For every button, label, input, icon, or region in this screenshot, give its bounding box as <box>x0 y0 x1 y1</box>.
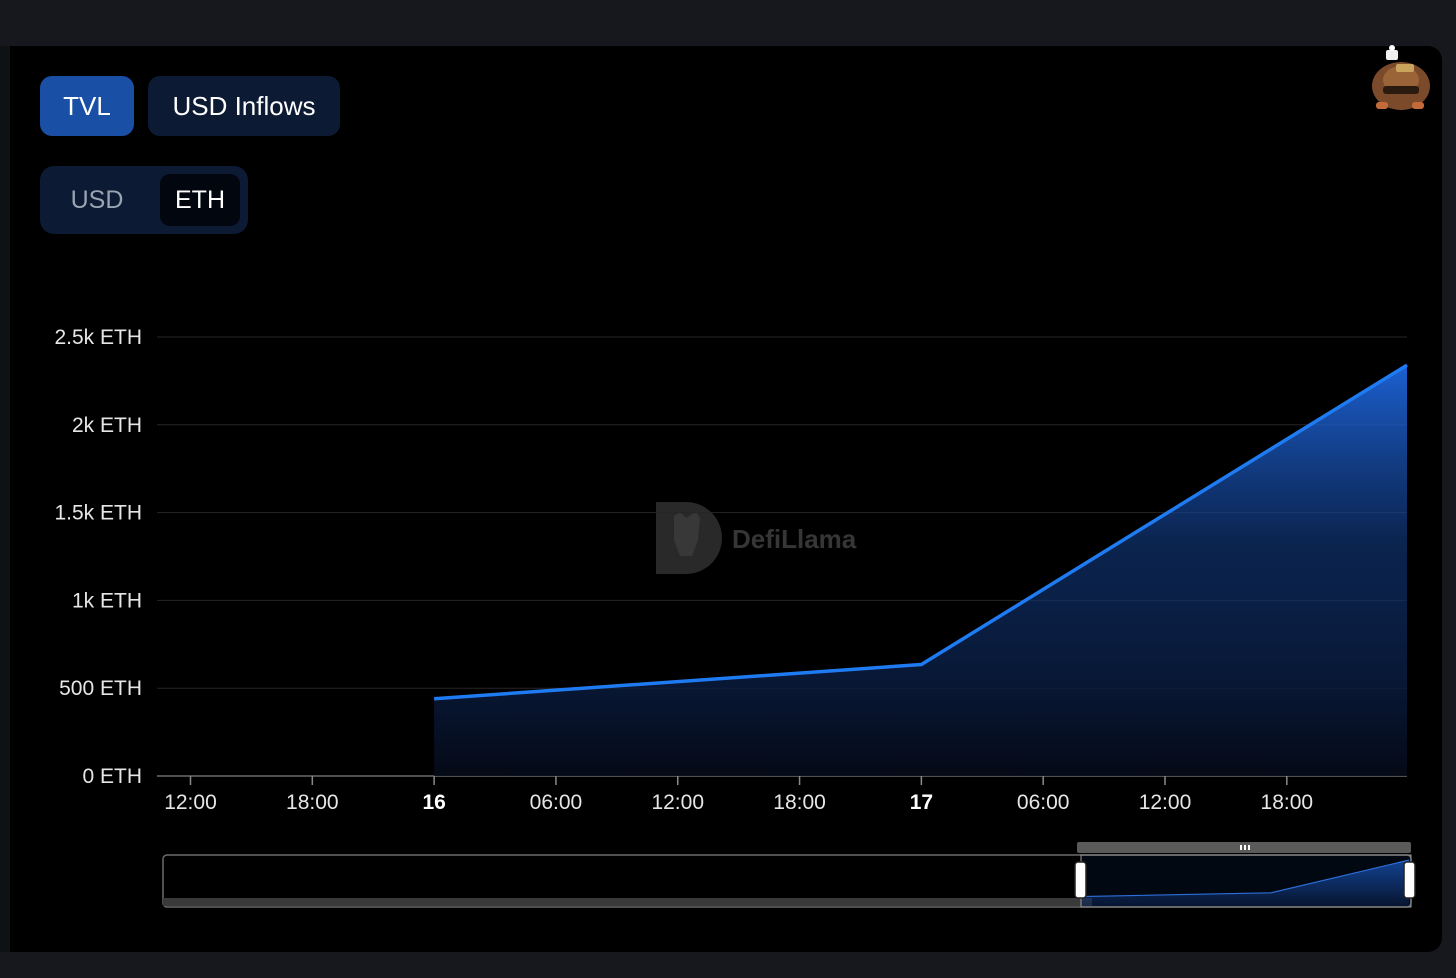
slider-right-handle[interactable] <box>1403 861 1416 899</box>
defillama-watermark: DefiLlama <box>656 502 857 574</box>
overview-area <box>1081 860 1409 906</box>
y-tick-label: 1.5k ETH <box>54 502 142 525</box>
x-tick-label: 12:00 <box>651 791 704 814</box>
eth-toggle-option[interactable]: ETH <box>160 174 240 226</box>
y-tick-label: 500 ETH <box>59 677 142 700</box>
x-tick-label: 17 <box>910 791 933 814</box>
x-tick-label: 06:00 <box>1017 791 1070 814</box>
usd-inflows-tab-button[interactable]: USD Inflows <box>148 76 340 136</box>
grip-line <box>1244 845 1246 850</box>
slider-selected-window[interactable] <box>1080 854 1412 908</box>
usd-toggle-option[interactable]: USD <box>70 185 124 214</box>
y-tick-label: 1k ETH <box>72 589 142 612</box>
grip-line <box>1248 845 1250 850</box>
y-tick-label: 2k ETH <box>72 414 142 437</box>
x-tick-label: 18:00 <box>773 791 826 814</box>
x-tick-label: 12:00 <box>164 791 217 814</box>
slider-left-handle[interactable] <box>1074 861 1087 899</box>
watermark-text: DefiLlama <box>732 524 857 554</box>
series-area-fill <box>434 365 1407 776</box>
x-axis: 12:00 18:00 16 06:00 12:00 18:00 17 06:00 12:00 1… <box>164 776 1313 814</box>
slider-overview-series <box>1080 859 1410 906</box>
left-edge-strip <box>0 46 10 952</box>
y-tick-label: 0 ETH <box>82 765 142 788</box>
slider-grip-icon <box>1240 845 1250 850</box>
x-tick-label: 16 <box>422 791 445 814</box>
x-tick-label: 18:00 <box>286 791 339 814</box>
x-tick-label: 12:00 <box>1139 791 1192 814</box>
series-area <box>434 363 1408 776</box>
overview-line <box>1080 859 1410 898</box>
currency-toggle: USD ETH <box>40 166 248 234</box>
slider-overview-base <box>163 898 1092 906</box>
x-tick-label: 18:00 <box>1261 791 1314 814</box>
grip-line <box>1240 845 1242 850</box>
x-tick-label: 06:00 <box>530 791 583 814</box>
zoom-slider[interactable] <box>162 842 1416 908</box>
series-line <box>434 363 1408 701</box>
y-axis: 0 ETH 500 ETH 1k ETH 1.5k ETH 2k ETH 2.5k ETH <box>54 326 142 788</box>
tvl-tab-button[interactable]: TVL <box>40 76 134 136</box>
y-tick-label: 2.5k ETH <box>54 326 142 349</box>
llama-mascot-icon <box>1372 45 1430 110</box>
